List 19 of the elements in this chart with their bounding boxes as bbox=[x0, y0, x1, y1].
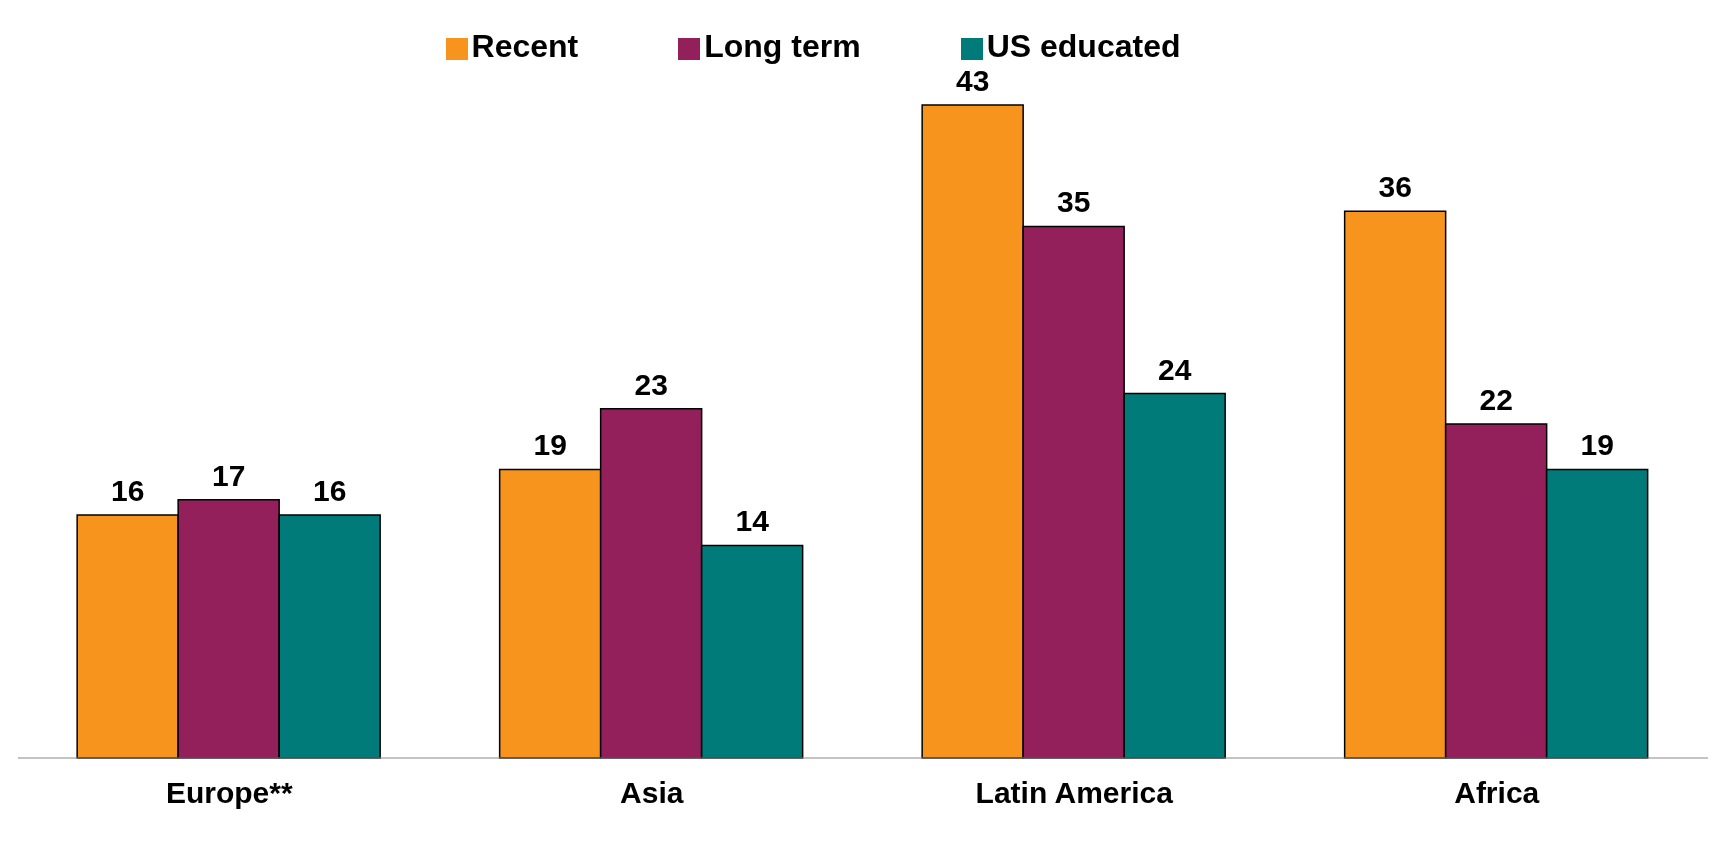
data-label: 19 bbox=[1580, 428, 1614, 462]
legend-label: US educated bbox=[986, 28, 1181, 64]
x-tick-label: Asia bbox=[620, 776, 684, 810]
data-label: 16 bbox=[312, 474, 347, 508]
x-tick-label: Europe** bbox=[165, 776, 293, 810]
data-label: 19 bbox=[533, 428, 567, 462]
data-label: 43 bbox=[955, 64, 990, 97]
data-label: 16 bbox=[110, 474, 145, 508]
data-label: 23 bbox=[634, 367, 668, 401]
data-label: 17 bbox=[211, 458, 246, 492]
legend-label: Long term bbox=[704, 28, 861, 64]
x-tick-label: Africa bbox=[1454, 776, 1540, 810]
x-tick-label: Latin America bbox=[975, 776, 1174, 810]
legend-label: Recent bbox=[471, 28, 579, 64]
data-label: 14 bbox=[735, 504, 770, 538]
data-label: 24 bbox=[1157, 352, 1192, 386]
data-label: 22 bbox=[1479, 382, 1513, 416]
data-label: 35 bbox=[1056, 185, 1091, 219]
data-label: 36 bbox=[1378, 170, 1412, 204]
